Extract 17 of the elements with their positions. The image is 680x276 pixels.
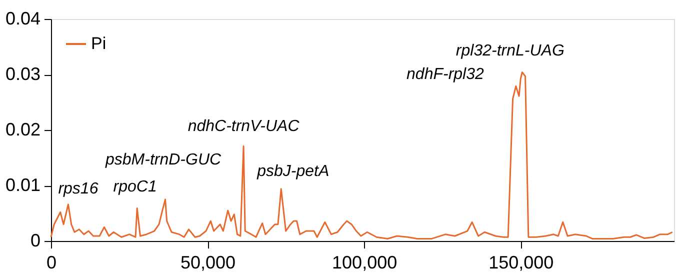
y-tick-label: 0.03 xyxy=(5,64,40,84)
annotation: rpoC1 xyxy=(113,178,157,196)
legend-label: Pi xyxy=(91,34,106,53)
annotation: psbM-trnD-GUC xyxy=(104,151,222,168)
annotation: rpl32-trnL-UAG xyxy=(456,42,564,60)
annotation: psbJ-petA xyxy=(256,162,330,180)
y-tick-label: 0.02 xyxy=(5,120,40,140)
annotation: rps16 xyxy=(58,180,98,198)
y-tick-label: 0.01 xyxy=(5,175,40,195)
annotation: ndhF-rpl32 xyxy=(406,66,484,84)
y-tick-label: 0 xyxy=(30,230,40,250)
x-tick-label: 150,000 xyxy=(488,252,554,272)
x-tick-label: 100,000 xyxy=(332,252,398,272)
y-tick-label: 0.04 xyxy=(5,8,40,28)
x-tick-label: 50,000 xyxy=(180,252,236,272)
annotation: ndhC-trnV-UAC xyxy=(188,118,300,136)
x-tick-label: 0 xyxy=(46,252,57,272)
